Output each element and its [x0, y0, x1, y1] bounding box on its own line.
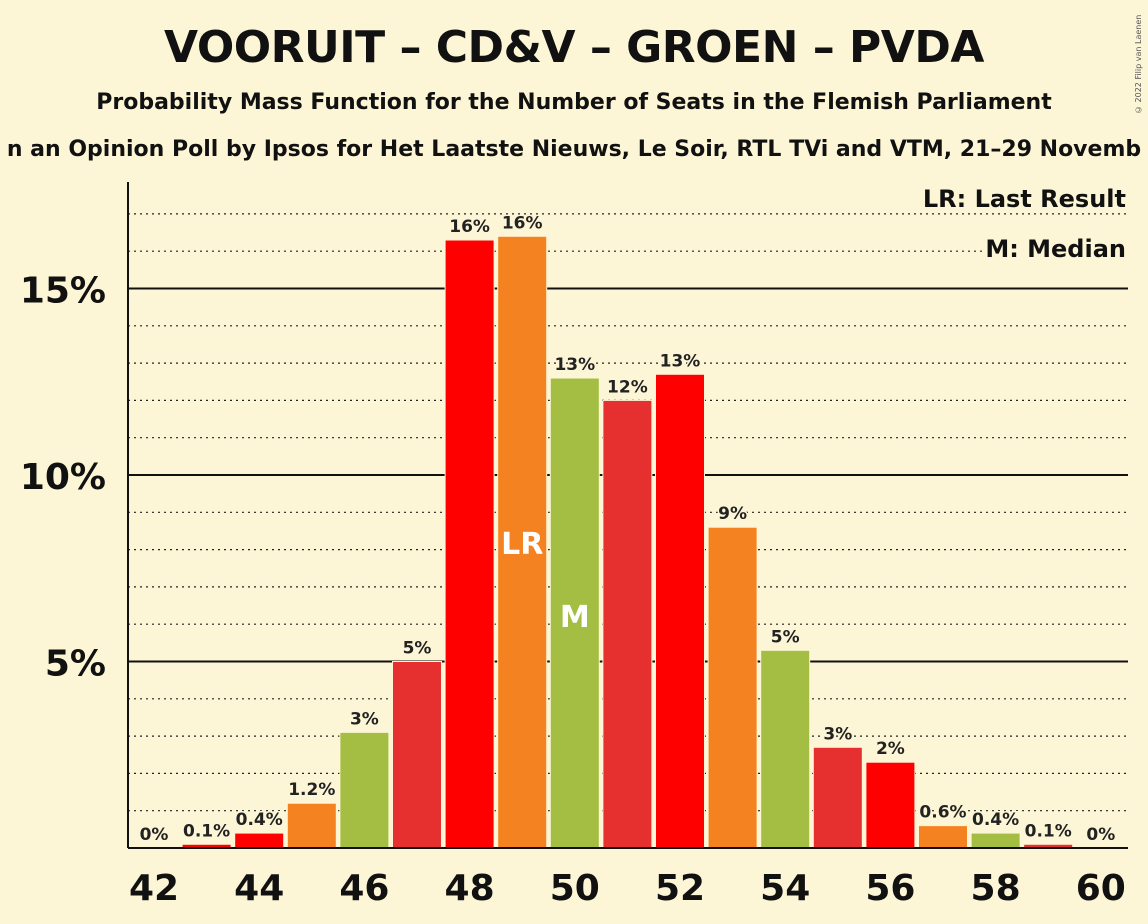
bar-49 [497, 235, 548, 849]
data-label-45: 1.2% [288, 780, 335, 800]
bar-57 [918, 825, 968, 849]
data-label-54: 5% [771, 627, 800, 647]
bar-51 [602, 399, 653, 849]
data-label-44: 0.4% [236, 810, 283, 830]
data-label-43: 0.1% [183, 821, 230, 841]
x-tick-label: 60 [1076, 868, 1126, 909]
bar-55 [812, 746, 863, 849]
data-label-49: 16% [502, 213, 543, 233]
data-label-57: 0.6% [919, 803, 966, 823]
data-label-56: 2% [876, 739, 905, 759]
y-tick-label: 15% [20, 271, 106, 312]
bar-45 [286, 802, 337, 849]
bar-53 [707, 526, 758, 849]
data-label-50: 13% [554, 355, 595, 375]
data-label-58: 0.4% [972, 810, 1019, 830]
x-tick-label: 44 [234, 868, 284, 909]
data-label-52: 13% [660, 351, 701, 371]
bar-52 [655, 373, 705, 849]
x-tick-label: 52 [655, 868, 705, 909]
chart-subtitle: Probability Mass Function for the Number… [96, 90, 1052, 115]
x-tick-label: 58 [971, 868, 1021, 909]
data-label-46: 3% [350, 709, 379, 729]
y-tick-label: 10% [20, 457, 106, 498]
x-tick-label: 48 [445, 868, 495, 909]
chart-title: VOORUIT – CD&V – GROEN – PVDA [164, 22, 984, 73]
chart-source: n an Opinion Poll by Ipsos for Het Laats… [6, 137, 1142, 162]
data-label-42: 0% [140, 825, 169, 845]
bar-48 [444, 239, 495, 849]
bar-47 [392, 661, 442, 849]
x-tick-label: 42 [129, 868, 179, 909]
last-result-marker: LR [501, 527, 543, 562]
bar-46 [339, 731, 390, 849]
legend-median: M: Median [983, 235, 1128, 263]
median-marker: M [560, 600, 590, 635]
y-tick-label: 5% [45, 644, 106, 685]
legend-last-result: LR: Last Result [920, 185, 1128, 213]
bar-58 [970, 832, 1021, 849]
x-tick-label: 46 [339, 868, 389, 909]
data-label-48: 16% [449, 217, 490, 237]
x-tick-label: 54 [760, 868, 810, 909]
data-label-53: 9% [718, 504, 747, 524]
data-label-51: 12% [607, 377, 648, 397]
bar-44 [234, 832, 285, 849]
x-tick-label: 56 [865, 868, 915, 909]
data-label-55: 3% [823, 724, 852, 744]
data-label-59: 0.1% [1025, 821, 1072, 841]
x-tick-label: 50 [550, 868, 600, 909]
bar-54 [760, 649, 811, 849]
data-label-60: 0% [1086, 825, 1115, 845]
data-label-47: 5% [403, 639, 432, 659]
bar-50 [549, 377, 600, 849]
bar-56 [865, 761, 916, 849]
